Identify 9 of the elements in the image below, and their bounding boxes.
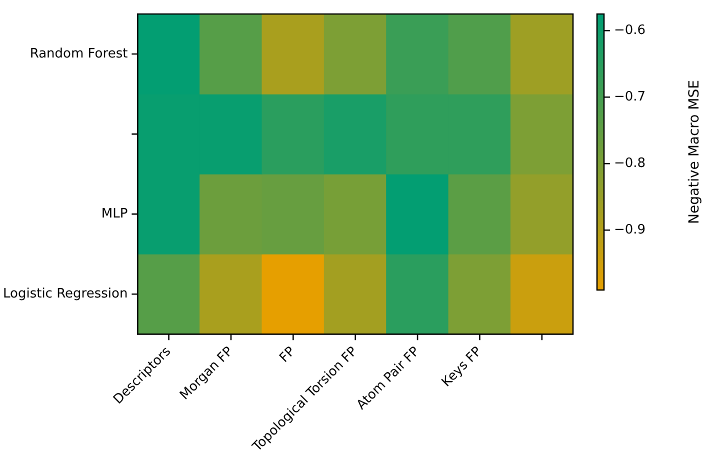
- x-tick-label: FP: [276, 344, 298, 366]
- color-bar-label: −0.6: [614, 23, 646, 38]
- color-bar-label: −0.9: [614, 222, 646, 238]
- y-tick-label: Logistic Regression: [2, 286, 128, 302]
- y-tick-label: Random Forest: [30, 46, 128, 62]
- color-bar-title: Negative Macro MSE: [686, 80, 703, 224]
- color-bar-label: −0.8: [614, 156, 646, 172]
- color-bar-label: −0.7: [614, 90, 646, 105]
- y-tick-label: MLP: [101, 206, 128, 222]
